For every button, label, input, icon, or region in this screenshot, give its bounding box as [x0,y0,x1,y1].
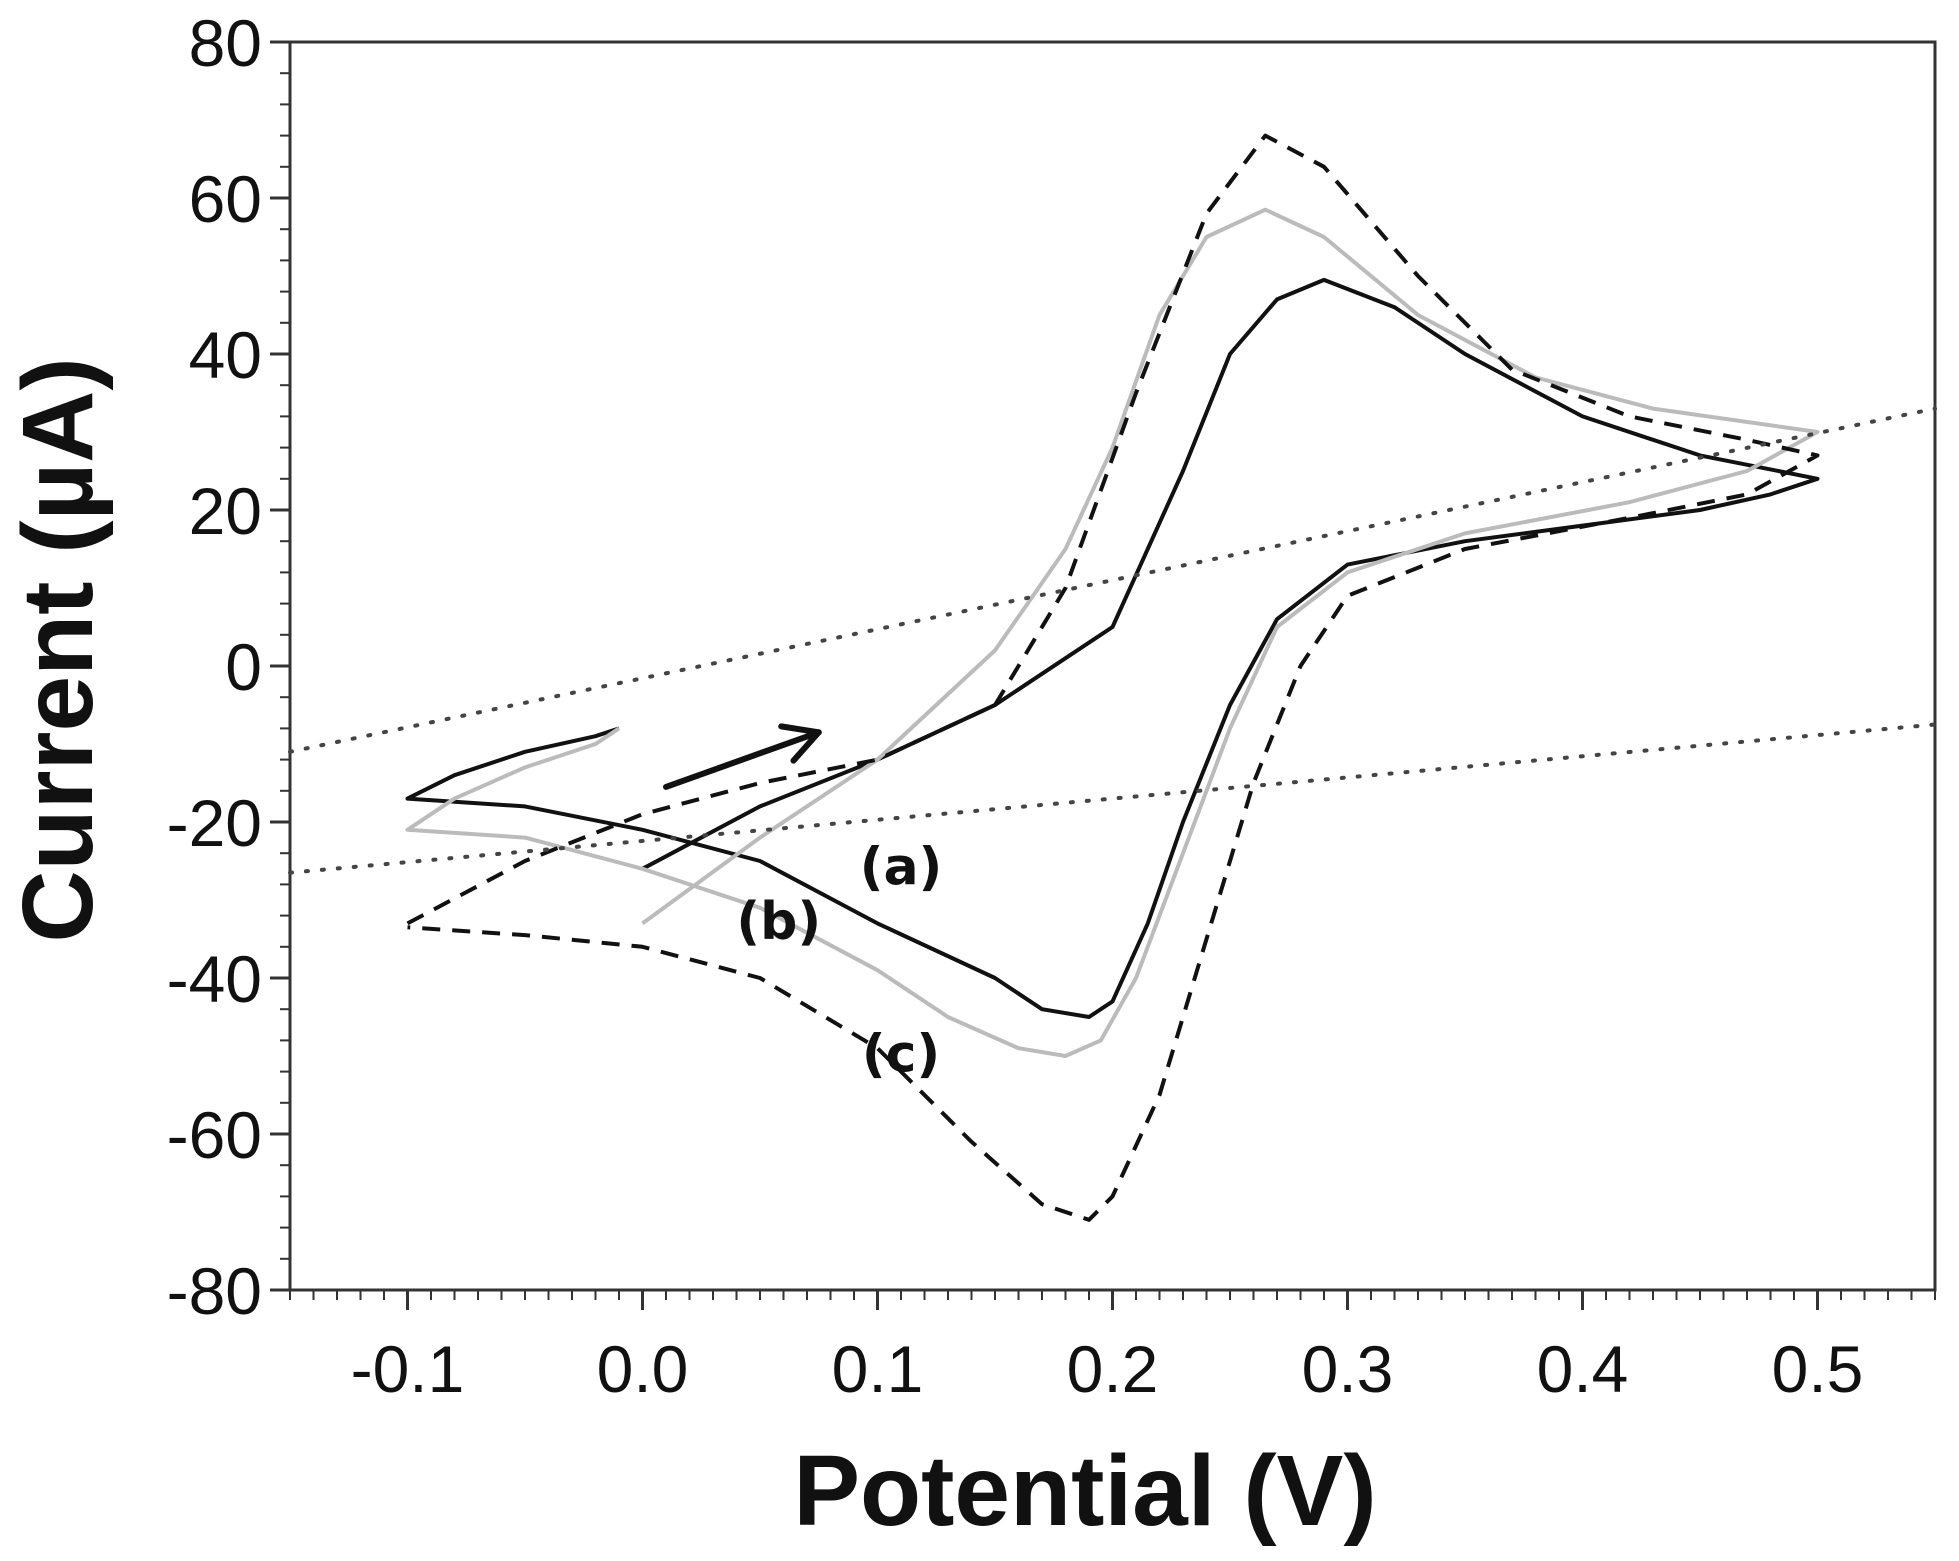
x-tick-label: 0.5 [1772,1332,1864,1406]
y-tick-label: -60 [167,1098,262,1172]
x-tick-label: 0.4 [1537,1332,1629,1406]
y-tick-label: 80 [189,6,262,80]
major-ticks [270,40,1819,1310]
scan-direction-arrow [663,729,822,790]
series-group [288,133,1937,1222]
y-tick-label: 20 [189,474,262,548]
x-tick-label: 0.0 [597,1332,689,1406]
y-tick-label: 0 [225,630,262,704]
y-tick-label: -40 [167,942,262,1016]
x-tick-label: 0.3 [1302,1332,1394,1406]
series-line-baseline2 [288,722,1937,875]
curve-label: (a) [860,837,943,897]
y-tick-labels: -80 -60 -40 -20 0 20 40 60 80 [167,6,262,1328]
curve-label: (c) [862,1025,940,1085]
y-tick-label: -20 [167,786,262,860]
y-tick-label: -80 [167,1254,262,1328]
y-tick-label: 60 [189,162,262,236]
series-line-c [406,133,1820,1222]
series-line-b [405,207,1820,1058]
curve-label: (b) [736,892,821,952]
x-axis-title: Potential (V) [793,1435,1376,1547]
x-tick-label: -0.1 [351,1332,465,1406]
x-tick-label: 0.1 [832,1332,924,1406]
x-tick-label: 0.2 [1067,1332,1159,1406]
annotation-group: (a) (b) (c) [663,723,943,1085]
y-axis-title: Current (µA) [2,357,114,942]
scan-direction-arrowhead [778,723,822,764]
x-tick-labels: -0.1 0.0 0.1 0.2 0.3 0.4 0.5 [351,1332,1864,1406]
y-tick-label: 40 [189,318,262,392]
